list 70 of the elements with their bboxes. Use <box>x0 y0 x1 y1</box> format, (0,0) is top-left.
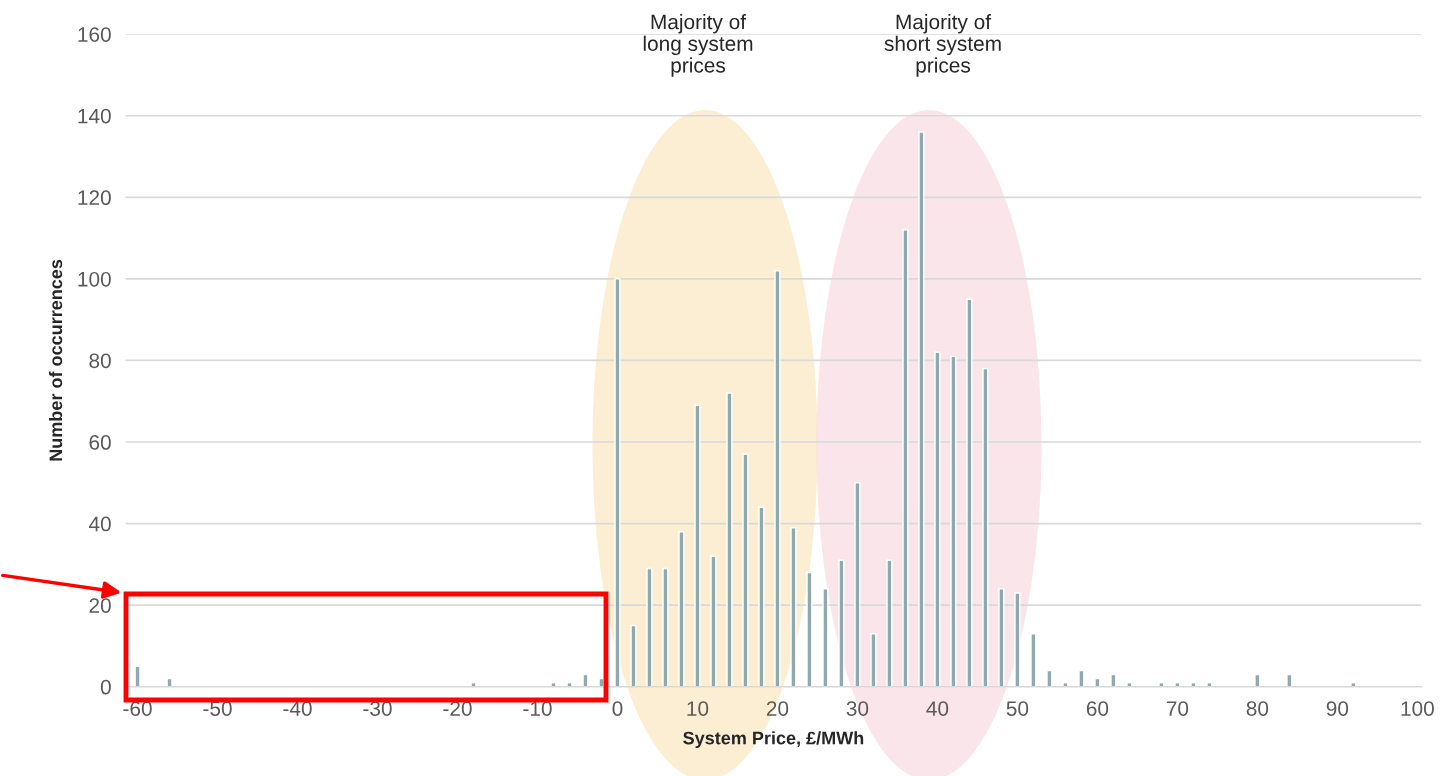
bar <box>1046 669 1053 687</box>
bar <box>1030 633 1037 687</box>
bar <box>678 531 685 687</box>
bar <box>646 567 653 687</box>
x-tick-label: 10 <box>687 701 709 716</box>
bar <box>1110 673 1117 687</box>
bar <box>790 526 797 687</box>
x-tick-label: 30 <box>846 701 869 716</box>
y-tick-label: 20 <box>89 598 111 613</box>
bar <box>582 673 589 687</box>
bar <box>966 298 973 687</box>
bar <box>806 571 813 687</box>
bar <box>998 588 1005 687</box>
y-tick-label: 140 <box>78 108 111 124</box>
y-axis-title: Number of occurrences <box>48 259 63 461</box>
x-tick-label: 90 <box>1326 701 1349 716</box>
bar <box>742 453 749 687</box>
bar <box>886 559 893 687</box>
x-tick-label: 60 <box>1086 701 1109 716</box>
bar <box>838 559 845 687</box>
bar <box>950 355 957 687</box>
bar <box>822 588 829 687</box>
bar <box>774 270 781 687</box>
bar <box>566 681 573 687</box>
bar <box>1286 673 1293 687</box>
x-tick-label: 0 <box>612 701 623 716</box>
bar <box>726 392 733 687</box>
bar <box>982 367 989 687</box>
bar <box>918 131 925 687</box>
y-tick-label: 0 <box>100 679 111 695</box>
bar <box>166 677 173 687</box>
x-tick-label: -10 <box>523 701 552 716</box>
x-axis-title: System Price, £/MWh <box>683 731 864 749</box>
bar <box>598 677 605 687</box>
bar <box>1062 681 1069 687</box>
bar <box>550 681 557 687</box>
bar <box>758 506 765 687</box>
bar <box>630 624 637 687</box>
x-tick-label: -20 <box>443 701 472 716</box>
bar <box>694 404 701 687</box>
x-tick-label: -30 <box>363 701 392 716</box>
bar <box>902 229 909 687</box>
x-tick-label: -40 <box>283 701 312 716</box>
bar <box>1078 669 1085 687</box>
y-tick-label: 60 <box>89 435 111 450</box>
bar <box>934 351 941 687</box>
y-tick-label: 160 <box>78 27 111 42</box>
y-tick-label: 40 <box>88 516 111 532</box>
x-tick-label: -60 <box>123 701 152 716</box>
bar <box>662 567 669 687</box>
x-tick-label: 40 <box>926 701 949 716</box>
bar <box>1094 677 1101 687</box>
bar <box>710 555 717 687</box>
bar <box>614 278 621 687</box>
bar <box>870 633 877 687</box>
y-tick-label: 80 <box>89 353 111 369</box>
annotation: Majority of long system prices <box>643 14 753 77</box>
annotation: Majority of short system prices <box>884 14 1001 77</box>
y-tick-label: 100 <box>78 271 111 287</box>
bar <box>854 482 861 687</box>
x-tick-label: 20 <box>766 701 789 716</box>
bar <box>470 681 477 687</box>
bar <box>1014 592 1021 687</box>
x-tick-label: 80 <box>1246 701 1269 716</box>
y-tick-label: 120 <box>78 190 111 206</box>
bar <box>1254 673 1261 687</box>
x-tick-label: 70 <box>1166 701 1189 716</box>
bar <box>134 665 141 687</box>
x-tick-label: 50 <box>1006 701 1029 716</box>
x-tick-label: 100 <box>1401 701 1434 716</box>
